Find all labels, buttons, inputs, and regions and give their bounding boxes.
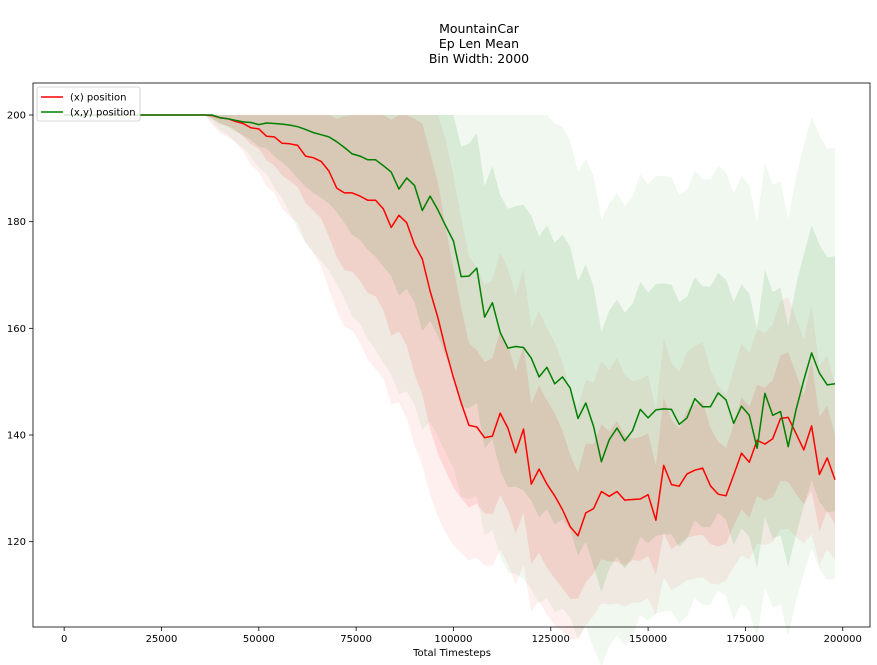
- y-tick-label: 140: [7, 431, 26, 442]
- band-inner-series-0: [64, 115, 836, 599]
- plot-frame: [32, 82, 871, 628]
- x-tick-label: 50000: [243, 634, 275, 645]
- band-outer-series-1: [64, 115, 835, 665]
- chart-title: MountainCar Ep Len Mean Bin Width: 2000: [429, 21, 529, 66]
- x-tick-label: 100000: [434, 634, 472, 645]
- x-tick-label: 150000: [629, 634, 667, 645]
- y-tick-label: 160: [7, 324, 26, 335]
- x-tick-label: 175000: [726, 634, 764, 645]
- x-tick-label: 25000: [146, 634, 178, 645]
- y-tick-label: 120: [7, 537, 26, 548]
- band-outer-series-0: [64, 115, 836, 640]
- title-line-2: Ep Len Mean: [439, 36, 519, 51]
- title-line-1: MountainCar: [439, 21, 520, 36]
- title-line-3: Bin Width: 2000: [429, 51, 529, 66]
- x-axis-ticks: 0 25000 50000 75000 100000 125000 150000 175000…: [61, 627, 862, 645]
- band-inner-series-1: [64, 115, 836, 592]
- y-axis-ticks: 120 140 160 180 200: [7, 111, 33, 548]
- series-lines: [64, 114, 836, 537]
- x-axis-label: Total Timesteps: [412, 648, 491, 659]
- x-tick-label: 125000: [532, 634, 570, 645]
- series-line-1: [64, 114, 836, 463]
- legend-label-xy: (x,y) position: [70, 108, 136, 119]
- x-tick-label: 75000: [340, 634, 372, 645]
- legend-label-x: (x) position: [70, 93, 127, 104]
- y-tick-label: 200: [7, 111, 26, 122]
- x-tick-label: 0: [61, 634, 67, 645]
- x-tick-label: 200000: [824, 634, 862, 645]
- confidence-bands: [64, 115, 836, 665]
- legend: (x) position (x,y) position: [36, 86, 141, 122]
- y-tick-label: 180: [7, 217, 26, 228]
